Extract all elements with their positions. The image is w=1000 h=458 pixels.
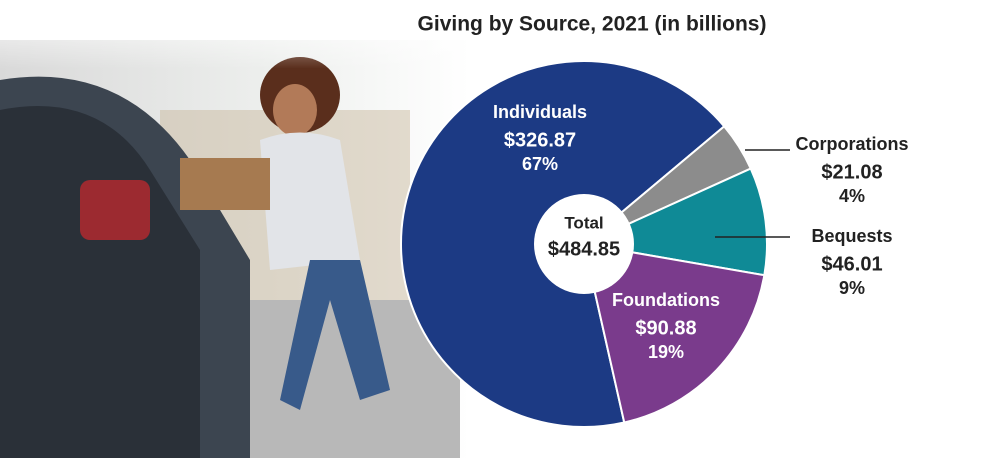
center-hole bbox=[534, 194, 634, 294]
slice-percentage: 67% bbox=[522, 154, 558, 174]
slice-value: $90.88 bbox=[635, 317, 696, 339]
total-label: Total bbox=[564, 213, 603, 232]
slice-percentage: 4% bbox=[839, 186, 865, 206]
chart-title: Giving by Source, 2021 (in billions) bbox=[418, 13, 767, 36]
total-value: $484.85 bbox=[548, 238, 620, 260]
pie-slice bbox=[582, 242, 766, 424]
slice-category: Bequests bbox=[811, 226, 892, 246]
slice-value: $46.01 bbox=[821, 253, 882, 275]
photo bbox=[0, 0, 470, 458]
slice-value: $21.08 bbox=[821, 161, 882, 183]
slice-category: Individuals bbox=[493, 102, 587, 122]
slice-category: Corporations bbox=[795, 134, 908, 154]
slice-percentage: 19% bbox=[648, 342, 684, 362]
slice-value: $326.87 bbox=[504, 129, 576, 151]
slice-percentage: 9% bbox=[839, 278, 865, 298]
slice-category: Foundations bbox=[612, 290, 720, 310]
